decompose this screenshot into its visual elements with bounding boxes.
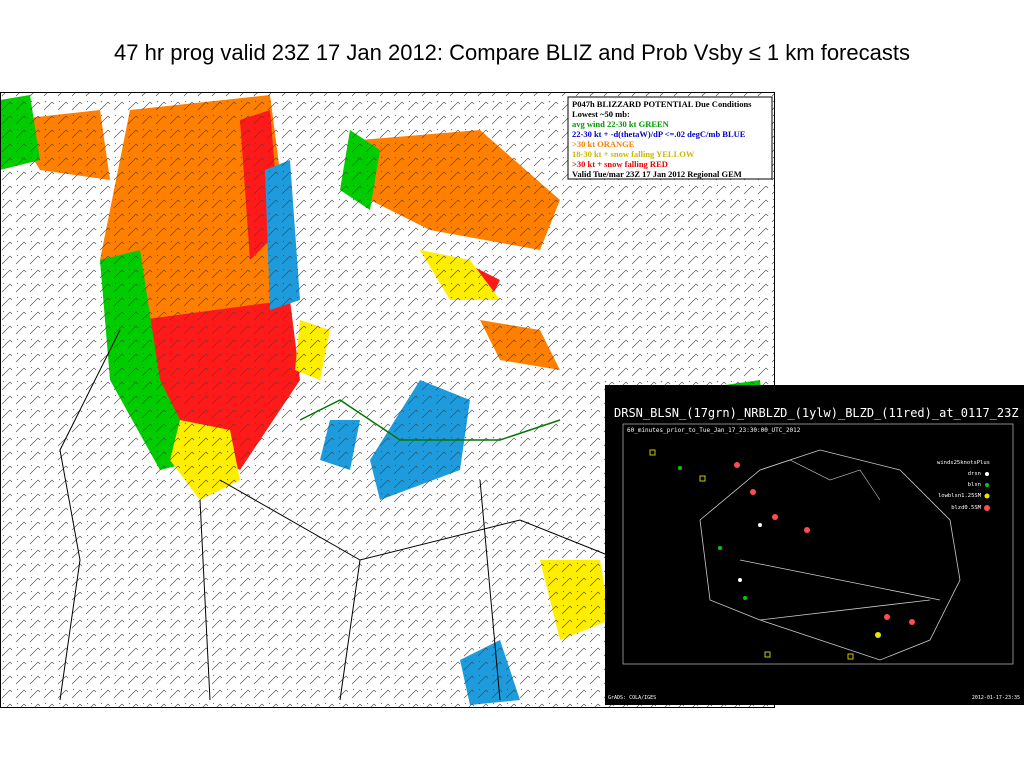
right-legend-item: drsn <box>968 471 981 477</box>
legend-line: >30 kt ORANGE <box>572 139 635 149</box>
legend-line: 22-30 kt + -d(thetaW)/dP <=.02 degC/mb B… <box>572 129 746 139</box>
legend-line: >30 kt + snow falling RED <box>572 159 668 169</box>
legend-line: 18-30 kt + snow falling YELLOW <box>572 149 695 159</box>
legend-line: avg wind 22-30 kt GREEN <box>572 119 670 129</box>
right-legend-item: lowblsn1.25SM <box>938 493 982 499</box>
right-map: DRSN_BLSN_(17grn)_NRBLZD_(1ylw)_BLZD_(11… <box>605 385 1024 705</box>
left-legend: P047h BLIZZARD POTENTIAL Due Conditions … <box>567 96 773 180</box>
right-legend-item: winds25knotsPlus <box>937 460 990 466</box>
right-legend-item: blzd0.5SM <box>951 505 981 511</box>
right-footer-left: GrADS: COLA/IGES <box>608 695 656 701</box>
right-subtitle: 60_minutes_prior_to_Tue_Jan_17_23:30:00_… <box>627 427 801 434</box>
slide-title: 47 hr prog valid 23Z 17 Jan 2012: Compar… <box>114 40 910 65</box>
right-legend-item: blsn <box>968 482 981 488</box>
right-title: DRSN_BLSN_(17grn)_NRBLZD_(1ylw)_BLZD_(11… <box>614 406 1019 420</box>
legend-line: Lowest ~50 mb: <box>572 109 630 119</box>
legend-line: Valid Tue/mar 23Z 17 Jan 2012 Regional G… <box>572 169 742 179</box>
right-footer-right: 2012-01-17-23:35 <box>972 695 1020 701</box>
legend-line: P047h BLIZZARD POTENTIAL Due Conditions <box>572 99 752 109</box>
